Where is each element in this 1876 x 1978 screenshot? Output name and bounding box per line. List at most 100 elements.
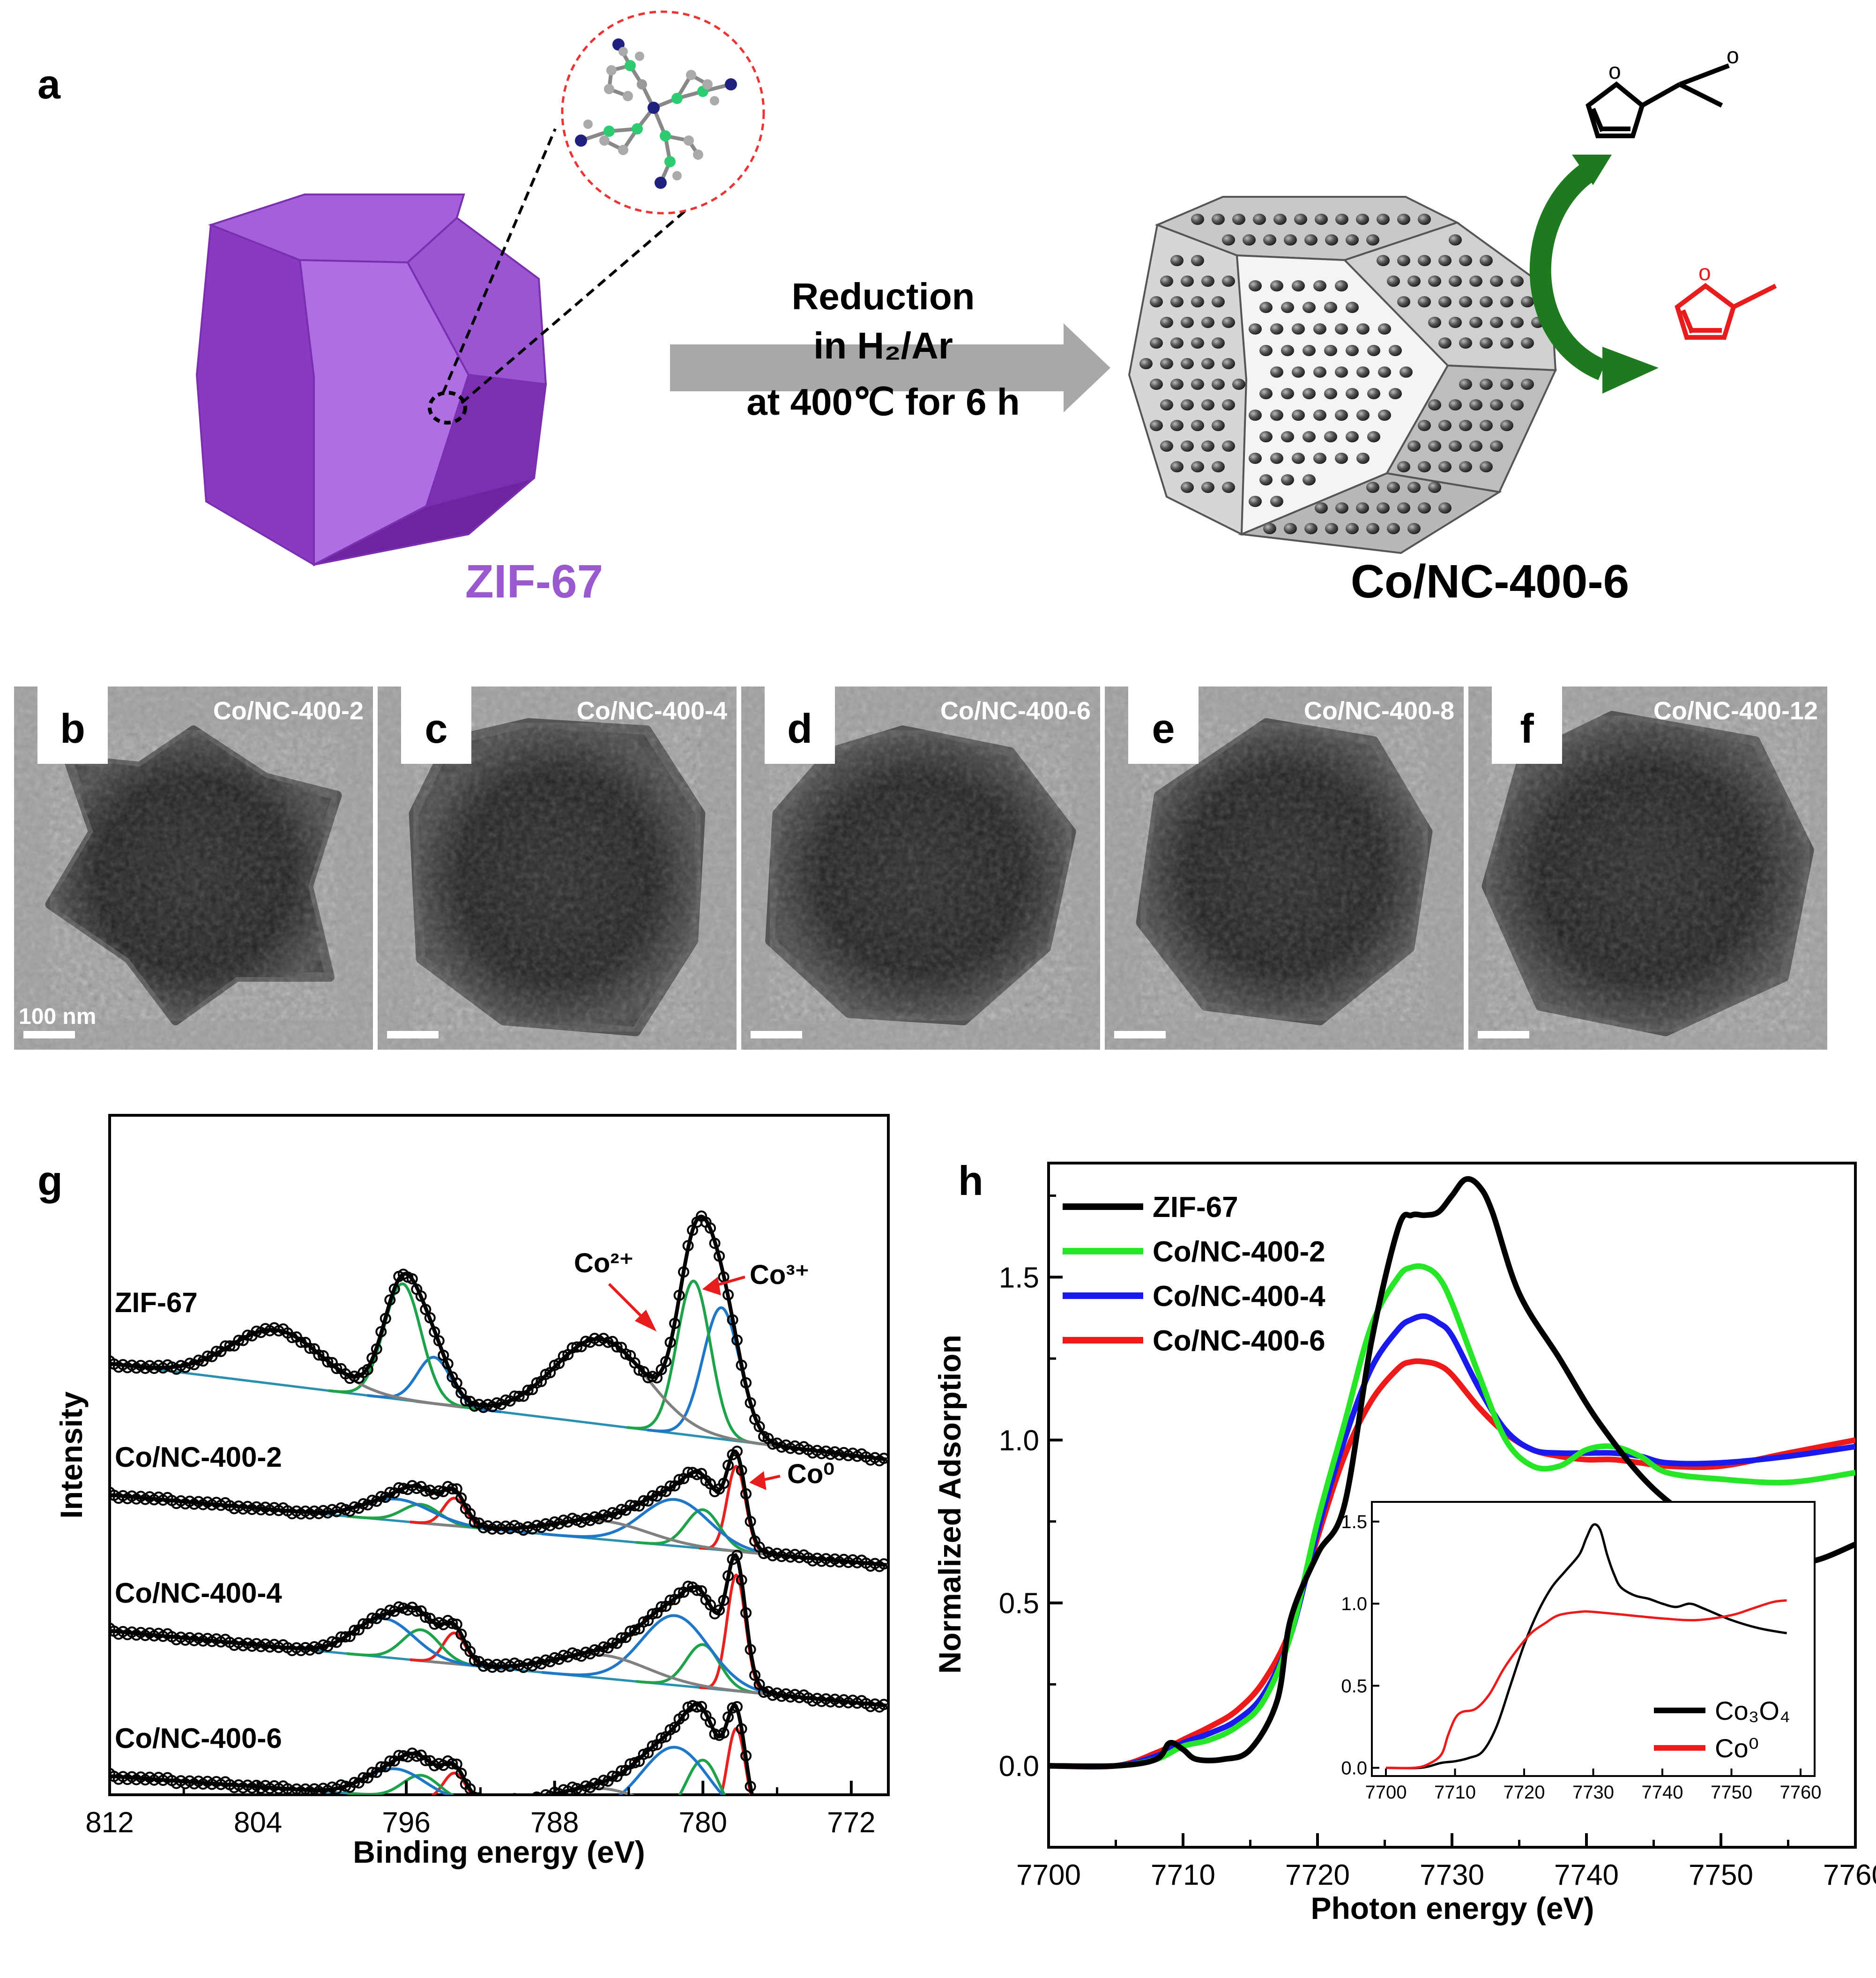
tem-panel-letter: c (425, 705, 448, 752)
inset-y-tick-label: 1.0 (1341, 1594, 1367, 1614)
xps-data-point (447, 1618, 458, 1629)
co-nanoparticle (1273, 214, 1287, 225)
co-nanoparticle (1346, 431, 1359, 442)
co-nanoparticle (1469, 440, 1482, 452)
co-nanoparticle (1335, 323, 1348, 335)
co-nanoparticle (1407, 482, 1421, 493)
xps-data-point (782, 1818, 791, 1828)
co-nanoparticle (1521, 337, 1534, 349)
co-nanoparticle (1346, 523, 1359, 534)
co-nanoparticle (1150, 337, 1163, 349)
co-nanoparticle (1500, 337, 1513, 349)
tem-particle-texture (50, 730, 337, 1021)
tem-panel-letter: f (1520, 705, 1534, 752)
x-tick-label: 7700 (1016, 1859, 1081, 1891)
xps-data-point (500, 1394, 512, 1406)
xps-data-point (878, 1453, 888, 1464)
xps-data-point (759, 1817, 768, 1827)
xps-data-point (531, 1791, 542, 1795)
xps-data-point (488, 1799, 497, 1808)
tem-scale-bar (387, 1031, 439, 1038)
xps-fit-component (626, 1279, 761, 1446)
xps-data-point (691, 1469, 703, 1480)
co-nanoparticle (1335, 214, 1348, 225)
xps-data-point (304, 1343, 316, 1354)
co-nanoparticle (1222, 440, 1235, 452)
chart-h-inset: 7700 7710 7720 7730 7740 7750 7760 0.0 0.5 1.0 1.5… (1341, 1501, 1821, 1803)
tem-scale-label: 100 nm (19, 1004, 96, 1029)
zoom-line-2 (461, 202, 694, 404)
tem-particle-texture (1486, 716, 1809, 1032)
chart-g-plot (110, 1210, 888, 1828)
co-nanoparticle (1281, 474, 1294, 485)
co-nanoparticle (1397, 255, 1410, 266)
co-nanoparticle (1222, 317, 1235, 328)
co-nanoparticle (1150, 379, 1163, 390)
xps-series-0 (110, 1210, 888, 1467)
xps-fit-component (618, 1746, 724, 1795)
co-nanoparticle (1356, 323, 1370, 335)
co-nanoparticle (1356, 214, 1369, 225)
tem-particle-texture (770, 730, 1072, 1021)
xps-data-point (110, 1768, 115, 1779)
co-nanoparticle (1201, 317, 1214, 328)
co-nanoparticle (1418, 255, 1431, 266)
co-nanoparticle (1212, 214, 1225, 225)
xps-data-point (420, 1755, 432, 1766)
inset-y-tick-label: 0.0 (1341, 1758, 1367, 1778)
xps-data-point (705, 1717, 716, 1728)
xps-data-point (736, 1464, 747, 1476)
co-nanoparticle (1335, 410, 1348, 421)
co-nanoparticle (1469, 317, 1482, 328)
xps-data-point (295, 1336, 307, 1348)
xps-data-point (749, 1670, 761, 1681)
co-nanoparticle (1249, 280, 1262, 291)
xps-data-point (522, 1384, 534, 1396)
co-nanoparticle (1170, 461, 1184, 472)
chart-g-axis: ZIF-67 Co/NC-400-2 Co/NC-400-4 Co/NC-400-6 8… (85, 1287, 875, 1839)
co-nanoparticle (1400, 366, 1413, 378)
co-nanoparticle (1222, 276, 1235, 287)
xps-data-point (479, 1798, 488, 1807)
xps-data-point (322, 1356, 334, 1368)
xps-fit-component (328, 1282, 477, 1411)
co-nanoparticle (1281, 345, 1294, 356)
co-nanoparticle (1469, 276, 1482, 287)
xps-data-point (753, 1421, 765, 1433)
methylfuran-ring-o: o (1698, 261, 1711, 285)
inset-x-tick-label: 7710 (1434, 1782, 1476, 1803)
xps-data-point (340, 1780, 351, 1792)
panel-g: g ZIF-67 Co/NC-400-2 Co/NC-400-4 Co/NC-400-… (37, 1114, 890, 1869)
co-nanoparticle (1407, 523, 1421, 534)
xps-data-point (357, 1772, 369, 1784)
co-nanoparticle (1284, 234, 1297, 246)
xps-data-point (878, 1699, 888, 1710)
co-nanoparticle (1191, 420, 1204, 431)
xps-data-point (607, 1770, 618, 1782)
inset-axis: 7700 7710 7720 7730 7740 7750 7760 0.0 0.5 1.0 1.5 (1341, 1512, 1821, 1803)
panel-letter-h: h (958, 1157, 983, 1204)
inset-legend-label: Co₃O₄ (1715, 1696, 1790, 1725)
xps-data-point (469, 1655, 480, 1666)
xps-data-point (366, 1612, 378, 1624)
zif67-label: ZIF-67 (465, 555, 603, 608)
xps-data-point (326, 1636, 338, 1648)
xps-data-point (464, 1646, 476, 1657)
co-nanoparticle (1490, 440, 1503, 452)
molecule-atoms (575, 38, 737, 189)
xps-data-point (673, 1587, 685, 1599)
co-nanoparticle (1191, 379, 1204, 390)
co-nanoparticle (1259, 345, 1273, 356)
co-nanoparticle (1397, 502, 1410, 514)
xps-data-point (727, 1314, 738, 1326)
co-nanoparticle (1259, 431, 1273, 442)
co-nanoparticle (1281, 431, 1294, 442)
xps-data-point (210, 1345, 222, 1357)
co-nanoparticle (1511, 399, 1524, 411)
conc-label: Co/NC-400-6 (1351, 555, 1630, 608)
co-nanoparticle (1160, 317, 1173, 328)
tem-letter-box (401, 687, 471, 764)
arrow-text-line2: in H₂/Ar (813, 325, 953, 366)
tem-panel-e: e Co/NC-400-8 (1105, 687, 1464, 1050)
co-nanoparticle (1335, 453, 1348, 464)
